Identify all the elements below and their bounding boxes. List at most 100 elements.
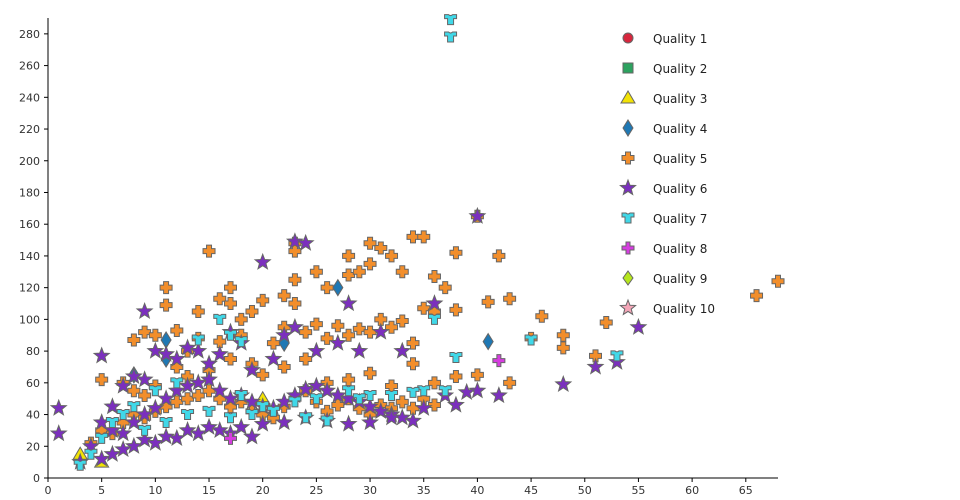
legend-marker — [620, 90, 636, 104]
data-point — [202, 405, 216, 417]
data-point — [457, 382, 476, 400]
data-point — [320, 415, 334, 427]
data-point — [243, 392, 261, 410]
legend-label: Quality 5 — [653, 152, 707, 166]
data-point — [468, 206, 487, 224]
data-point — [189, 424, 208, 442]
data-point — [105, 416, 119, 428]
legend-item[interactable]: Quality 1 — [622, 32, 707, 46]
data-point — [116, 409, 130, 421]
data-point — [202, 244, 216, 258]
data-point — [382, 408, 401, 426]
data-point — [243, 427, 261, 445]
data-point — [481, 295, 495, 309]
legend-marker — [622, 32, 634, 44]
data-point — [221, 389, 240, 407]
data-point — [148, 328, 162, 342]
legend-item[interactable]: Quality 10 — [619, 298, 715, 316]
data-marks — [49, 14, 785, 471]
data-point — [159, 281, 173, 295]
data-point — [599, 316, 613, 330]
data-point — [49, 424, 68, 442]
data-point — [213, 313, 227, 325]
data-point — [406, 230, 420, 244]
data-point — [213, 292, 227, 306]
data-point — [438, 385, 452, 397]
legend-item[interactable]: Quality 4 — [622, 119, 707, 137]
legend-item[interactable]: Quality 7 — [621, 212, 707, 226]
data-point — [385, 320, 399, 334]
data-point — [224, 431, 237, 445]
data-point — [331, 319, 345, 333]
data-point — [146, 433, 165, 451]
legend-marker — [619, 178, 637, 196]
data-point — [417, 301, 431, 315]
data-point — [363, 366, 377, 380]
legend-marker — [622, 62, 634, 74]
x-tick-label: 60 — [685, 484, 699, 497]
data-point — [135, 370, 154, 388]
legend-label: Quality 4 — [653, 122, 707, 136]
data-point — [285, 317, 304, 335]
y-tick-label: 240 — [19, 91, 40, 104]
data-point — [554, 375, 573, 393]
data-point — [449, 369, 463, 383]
data-point — [103, 421, 122, 439]
data-point — [328, 333, 347, 351]
legend-item[interactable]: Quality 2 — [622, 62, 707, 76]
series-8 — [224, 354, 506, 445]
data-point — [170, 395, 184, 409]
data-point — [288, 273, 302, 287]
data-point — [427, 376, 441, 390]
data-point — [138, 325, 152, 339]
data-point — [95, 373, 109, 387]
data-point — [256, 401, 270, 413]
data-point — [243, 360, 261, 378]
x-tick-label: 50 — [578, 484, 592, 497]
data-point — [210, 381, 229, 399]
data-point — [138, 424, 152, 436]
y-tick-label: 100 — [19, 313, 40, 326]
y-tick-label: 220 — [19, 123, 40, 136]
x-tick-label: 35 — [417, 484, 431, 497]
legend-item[interactable]: Quality 9 — [622, 270, 707, 286]
data-point — [425, 294, 444, 312]
data-point — [363, 236, 377, 250]
data-point — [629, 317, 648, 335]
data-point — [178, 421, 197, 439]
data-point — [234, 390, 248, 402]
data-point — [127, 384, 141, 398]
x-tick-label: 40 — [470, 484, 484, 497]
data-point — [181, 369, 195, 383]
data-point — [84, 448, 98, 460]
legend-item[interactable]: Quality 3 — [620, 90, 707, 106]
data-point — [352, 393, 366, 405]
legend-item[interactable]: Quality 5 — [621, 151, 707, 166]
data-point — [124, 436, 143, 454]
data-point — [73, 459, 87, 471]
data-point — [135, 405, 154, 423]
x-tick-label: 10 — [148, 484, 162, 497]
data-point — [395, 265, 409, 279]
data-point — [275, 413, 294, 431]
data-point — [181, 409, 195, 421]
data-point — [352, 322, 366, 336]
data-point — [210, 421, 229, 439]
data-point — [135, 430, 154, 448]
legend-label: Quality 3 — [653, 92, 707, 106]
data-point — [92, 449, 111, 467]
x-tick-label: 30 — [363, 484, 377, 497]
data-point — [234, 336, 248, 348]
data-point — [157, 389, 176, 407]
data-point — [200, 417, 218, 435]
legend-item[interactable]: Quality 6 — [619, 178, 707, 196]
x-tick-label: 20 — [256, 484, 270, 497]
data-point — [608, 352, 626, 370]
data-point — [417, 385, 431, 397]
x-tick-label: 25 — [309, 484, 323, 497]
data-point — [200, 370, 218, 388]
data-point — [92, 346, 111, 364]
legend-item[interactable]: Quality 8 — [621, 241, 707, 256]
data-point — [332, 278, 344, 297]
data-point — [427, 270, 441, 284]
